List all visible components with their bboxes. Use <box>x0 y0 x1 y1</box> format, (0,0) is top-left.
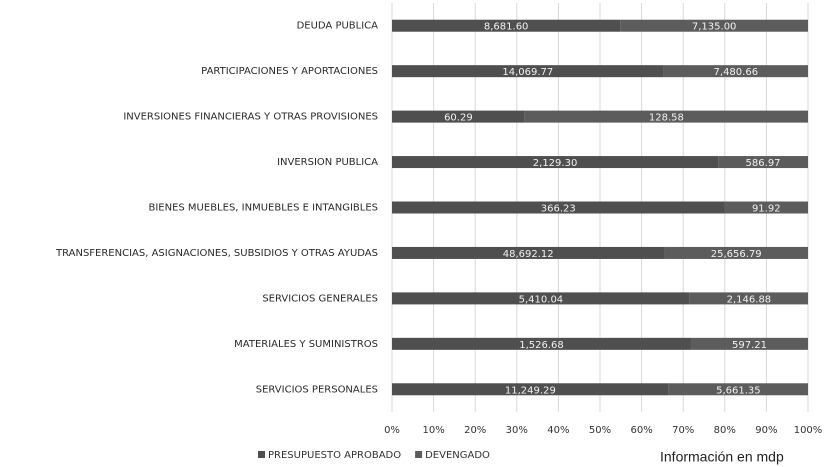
category-label: INVERSION PUBLICA <box>277 157 378 168</box>
category-label: INVERSIONES FINANCIERAS Y OTRAS PROVISIO… <box>123 112 378 123</box>
category-label: SERVICIOS GENERALES <box>262 293 378 304</box>
x-tick-label: 0% <box>384 425 400 436</box>
bar-segment <box>392 156 719 169</box>
value-label: 5,661.35 <box>716 385 761 396</box>
category-label: TRANSFERENCIAS, ASIGNACIONES, SUBSIDIOS … <box>55 248 378 259</box>
value-label: 7,480.66 <box>714 67 759 78</box>
bar-segment <box>689 292 808 305</box>
value-label: 25,656.79 <box>711 249 762 260</box>
value-label: 597.21 <box>732 340 767 351</box>
legend-label: PRESUPUESTO APROBADO <box>268 450 401 461</box>
legend-swatch <box>258 451 265 458</box>
value-label: 11,249.29 <box>505 385 556 396</box>
value-label: 48,692.12 <box>503 249 554 260</box>
x-tick-label: 30% <box>506 425 528 436</box>
value-label: 7,135.00 <box>692 22 737 33</box>
value-label: 5,410.04 <box>519 294 564 305</box>
x-tick-label: 80% <box>714 425 736 436</box>
value-label: 60.29 <box>444 113 473 124</box>
value-label: 1,526.68 <box>519 340 564 351</box>
x-tick-label: 70% <box>672 425 694 436</box>
category-label: SERVICIOS PERSONALES <box>256 384 378 395</box>
legend-label: DEVENGADO <box>425 450 490 461</box>
annotation: Información en mdp <box>660 449 784 465</box>
category-label: BIENES MUEBLES, INMUEBLES E INTANGIBLES <box>148 203 378 214</box>
bar-segment <box>392 201 725 214</box>
bar-segment <box>392 246 665 259</box>
legend-swatch <box>415 451 423 458</box>
x-tick-label: 10% <box>422 425 444 436</box>
bar-segment <box>691 337 808 350</box>
value-label: 366.23 <box>541 204 576 215</box>
bar-segment <box>392 292 690 305</box>
value-label: 128.58 <box>649 113 684 124</box>
value-label: 14,069.77 <box>502 67 553 78</box>
category-label: PARTICIPACIONES Y APORTACIONES <box>201 66 378 77</box>
category-label: DEUDA PUBLICA <box>297 21 379 32</box>
value-label: 586.97 <box>746 158 781 169</box>
x-tick-label: 90% <box>755 425 777 436</box>
value-label: 2,146.88 <box>727 294 772 305</box>
bar-segment <box>392 110 525 123</box>
bar-segment <box>668 383 808 396</box>
bar-segment <box>724 201 808 214</box>
x-tick-label: 20% <box>464 425 486 436</box>
bar-segment <box>620 19 808 32</box>
value-label: 2,129.30 <box>533 158 578 169</box>
bar-segment <box>392 337 692 350</box>
x-tick-label: 40% <box>547 425 569 436</box>
category-label: MATERIALES Y SUMINISTROS <box>234 339 378 350</box>
x-tick-label: 50% <box>589 425 611 436</box>
x-tick-label: 60% <box>630 425 652 436</box>
bar-segment <box>663 65 808 78</box>
value-label: 8,681.60 <box>484 22 529 33</box>
bar-segment <box>392 65 664 78</box>
bar-segment <box>392 19 621 32</box>
value-label: 91.92 <box>752 204 781 215</box>
bar-segment <box>524 110 808 123</box>
bar-segment <box>664 246 808 259</box>
x-tick-label: 100% <box>794 425 823 436</box>
bar-segment <box>392 383 669 396</box>
bar-segment <box>718 156 808 169</box>
